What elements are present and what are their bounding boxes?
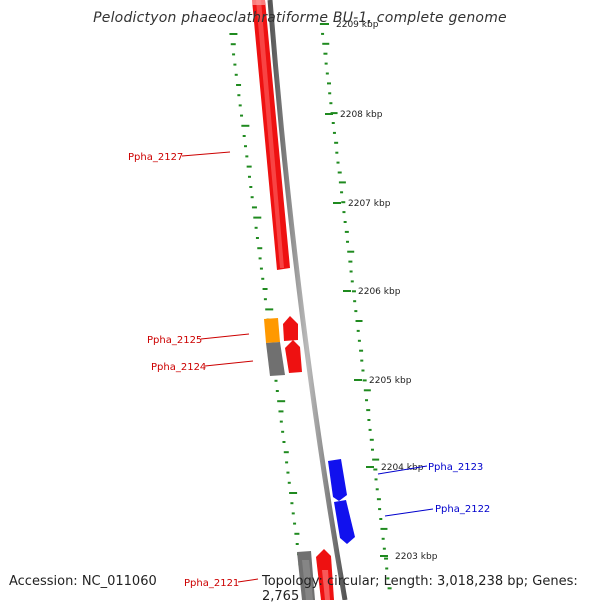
gene-label-ppha-2124[interactable]: Ppha_2124 [151, 362, 206, 373]
genome-title: Pelodictyon phaeoclathratiforme BU-1, co… [93, 10, 507, 26]
gc-content-track-right [319, 23, 392, 590]
scale-tick-label: 2206 kbp [358, 287, 401, 297]
scale-tick-label: 2209 kbp [336, 20, 379, 30]
scale-tick-label: 2203 kbp [395, 552, 438, 562]
leader-line-ppha-2124 [204, 360, 254, 367]
gene-arrow-red-upper[interactable] [283, 316, 298, 341]
accession-text: Accession: NC_011060 [9, 574, 157, 589]
gc-content-track-left [229, 33, 305, 576]
scale-tick-label: 2208 kbp [340, 110, 383, 120]
genome-backbone [267, 0, 348, 600]
gene-ppha-2127-feature[interactable] [252, 0, 290, 270]
gene-label-ppha-2127[interactable]: Ppha_2127 [128, 152, 183, 163]
kbp-scale: 2209 kbp 2208 kbp 2207 kbp 2206 kbp 2205 kbp… [321, 20, 438, 562]
gene-ppha-2123-feature[interactable] [328, 459, 347, 501]
gene-ppha-2125-feature[interactable] [264, 318, 280, 343]
gene-ppha-2124-feature[interactable] [266, 342, 285, 376]
scale-tick-label: 2207 kbp [348, 199, 391, 209]
gene-ppha-2121-feature[interactable] [297, 551, 315, 600]
gene-labels: Ppha_2127 Ppha_2125 Ppha_2124 Ppha_2123 Ppha… [128, 151, 490, 589]
scale-tick-label: 2205 kbp [369, 376, 412, 386]
leader-line-ppha-2121 [237, 578, 259, 583]
gene-label-ppha-2122[interactable]: Ppha_2122 [435, 504, 490, 515]
leader-line-ppha-2122 [384, 508, 434, 517]
leader-line-ppha-2123 [377, 465, 428, 475]
gene-label-ppha-2123[interactable]: Ppha_2123 [428, 462, 483, 473]
gene-arrow-red-lower[interactable] [285, 340, 302, 373]
gene-label-ppha-2121[interactable]: Ppha_2121 [184, 578, 239, 589]
leader-line-ppha-2127 [181, 151, 231, 157]
scale-tick-label: 2204 kbp [381, 463, 424, 473]
leader-line-ppha-2125 [200, 333, 250, 340]
gene-ppha-2122-feature[interactable] [334, 500, 355, 544]
gene-arrow-red-bottom[interactable] [316, 549, 334, 600]
gene-label-ppha-2125[interactable]: Ppha_2125 [147, 335, 202, 346]
